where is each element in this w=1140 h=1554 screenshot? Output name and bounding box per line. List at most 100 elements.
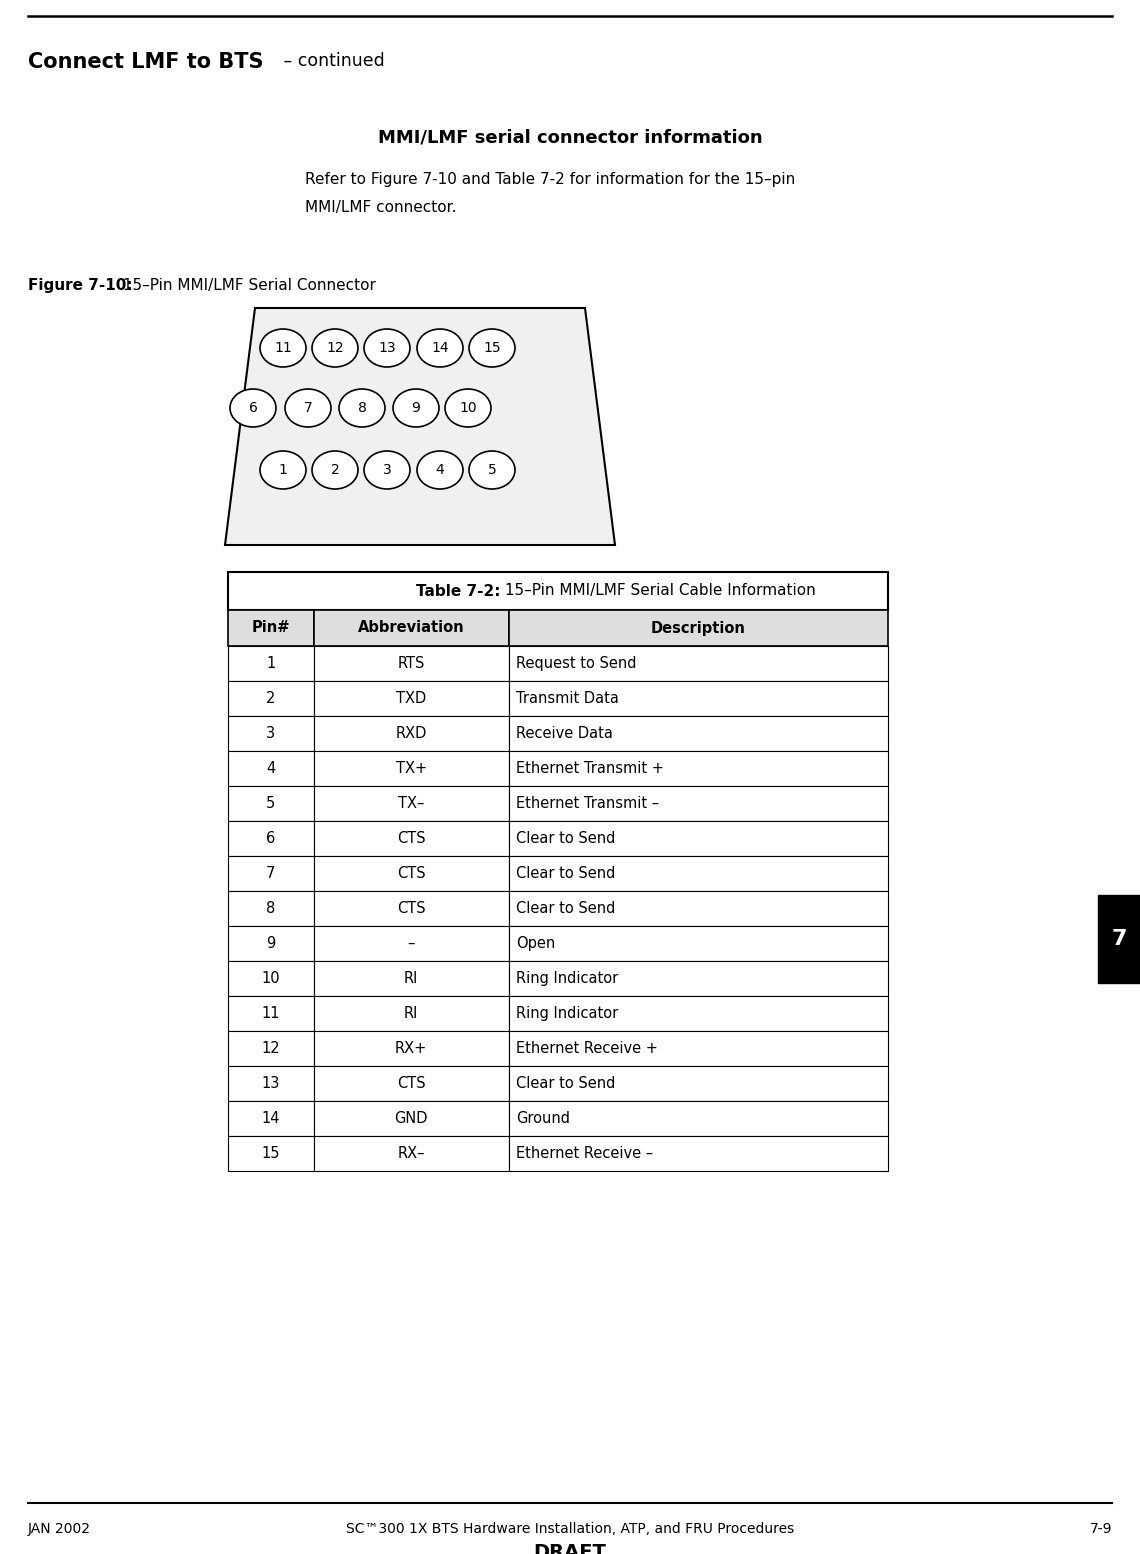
Text: CTS: CTS [397,1075,425,1091]
Text: 7-9: 7-9 [1090,1521,1112,1535]
Text: 9: 9 [412,401,421,415]
Text: SC™300 1X BTS Hardware Installation, ATP, and FRU Procedures: SC™300 1X BTS Hardware Installation, ATP… [345,1521,795,1535]
Text: JAN 2002: JAN 2002 [28,1521,91,1535]
Text: 15–Pin MMI/LMF Serial Connector: 15–Pin MMI/LMF Serial Connector [119,278,376,294]
Text: 3: 3 [383,463,391,477]
Text: 13: 13 [262,1075,280,1091]
FancyBboxPatch shape [508,890,888,926]
Text: CTS: CTS [397,901,425,915]
Text: 14: 14 [262,1111,280,1127]
Text: TXD: TXD [396,692,426,706]
Text: 6: 6 [267,831,276,845]
FancyBboxPatch shape [314,681,508,716]
FancyBboxPatch shape [314,996,508,1030]
Ellipse shape [285,388,331,427]
FancyBboxPatch shape [508,856,888,890]
Text: 2: 2 [331,463,340,477]
FancyBboxPatch shape [508,786,888,821]
Text: 8: 8 [358,401,366,415]
Text: Ethernet Transmit –: Ethernet Transmit – [516,796,660,811]
FancyBboxPatch shape [228,1030,314,1066]
FancyBboxPatch shape [508,926,888,960]
Text: 11: 11 [262,1005,280,1021]
Text: Clear to Send: Clear to Send [516,831,616,845]
Text: Description: Description [651,620,746,636]
Text: 10: 10 [261,971,280,985]
Ellipse shape [312,451,358,490]
Text: 7: 7 [267,866,276,881]
Ellipse shape [393,388,439,427]
Text: TX+: TX+ [396,761,426,775]
FancyBboxPatch shape [228,611,314,646]
Text: Table 7-2:: Table 7-2: [415,583,500,598]
Text: 9: 9 [267,936,276,951]
FancyBboxPatch shape [508,611,888,646]
FancyBboxPatch shape [508,960,888,996]
Text: Pin#: Pin# [252,620,291,636]
Text: CTS: CTS [397,866,425,881]
Text: 5: 5 [267,796,276,811]
FancyBboxPatch shape [228,646,314,681]
Text: Receive Data: Receive Data [516,726,613,741]
FancyBboxPatch shape [228,1100,314,1136]
FancyBboxPatch shape [314,786,508,821]
FancyBboxPatch shape [228,926,314,960]
Ellipse shape [417,329,463,367]
Text: 7: 7 [1112,929,1126,949]
Ellipse shape [260,329,306,367]
Polygon shape [225,308,614,545]
FancyBboxPatch shape [508,1030,888,1066]
FancyBboxPatch shape [508,751,888,786]
Text: 15–Pin MMI/LMF Serial Cable Information: 15–Pin MMI/LMF Serial Cable Information [500,583,816,598]
FancyBboxPatch shape [508,1136,888,1172]
Text: RI: RI [404,1005,418,1021]
Text: 12: 12 [326,340,344,354]
FancyBboxPatch shape [228,996,314,1030]
Text: RX+: RX+ [396,1041,428,1057]
Text: 14: 14 [431,340,449,354]
FancyBboxPatch shape [314,890,508,926]
FancyBboxPatch shape [508,646,888,681]
Text: Abbreviation: Abbreviation [358,620,464,636]
Text: 1: 1 [267,656,276,671]
FancyBboxPatch shape [508,1066,888,1100]
Text: 4: 4 [267,761,276,775]
Text: Open: Open [516,936,556,951]
FancyBboxPatch shape [508,1100,888,1136]
FancyBboxPatch shape [314,821,508,856]
Text: DRAFT: DRAFT [534,1543,606,1554]
Text: RXD: RXD [396,726,426,741]
Text: Ethernet Receive +: Ethernet Receive + [516,1041,659,1057]
FancyBboxPatch shape [228,1066,314,1100]
FancyBboxPatch shape [314,1030,508,1066]
FancyBboxPatch shape [228,751,314,786]
FancyBboxPatch shape [508,681,888,716]
Ellipse shape [339,388,385,427]
FancyBboxPatch shape [314,1066,508,1100]
FancyBboxPatch shape [1098,895,1140,984]
FancyBboxPatch shape [228,786,314,821]
Ellipse shape [260,451,306,490]
FancyBboxPatch shape [314,716,508,751]
FancyBboxPatch shape [228,890,314,926]
FancyBboxPatch shape [314,926,508,960]
Text: 3: 3 [267,726,276,741]
Text: Request to Send: Request to Send [516,656,637,671]
Ellipse shape [469,451,515,490]
Text: 4: 4 [435,463,445,477]
Text: 12: 12 [261,1041,280,1057]
Text: RTS: RTS [398,656,425,671]
Text: MMI/LMF connector.: MMI/LMF connector. [306,200,456,214]
Text: Connect LMF to BTS: Connect LMF to BTS [28,51,263,71]
FancyBboxPatch shape [314,960,508,996]
FancyBboxPatch shape [314,611,508,646]
FancyBboxPatch shape [228,1136,314,1172]
Text: Clear to Send: Clear to Send [516,1075,616,1091]
Text: Clear to Send: Clear to Send [516,866,616,881]
FancyBboxPatch shape [508,716,888,751]
FancyBboxPatch shape [314,751,508,786]
FancyBboxPatch shape [228,960,314,996]
Text: Figure 7-10:: Figure 7-10: [28,278,132,294]
Ellipse shape [417,451,463,490]
Text: 2: 2 [267,692,276,706]
